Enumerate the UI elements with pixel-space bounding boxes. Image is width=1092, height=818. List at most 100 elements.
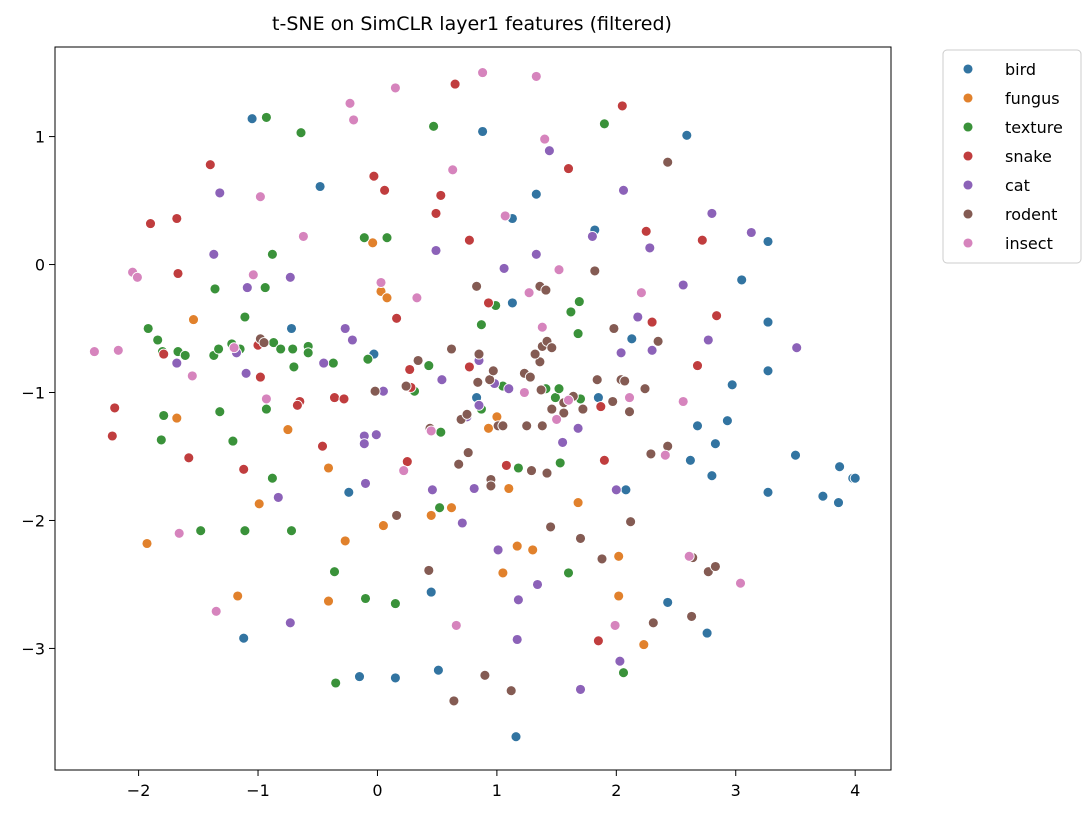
point-rodent (448, 695, 460, 707)
point-insect (677, 396, 689, 407)
point-rodent (535, 384, 547, 396)
y-tick-label: −2 (21, 511, 45, 530)
x-tick-label: −2 (127, 781, 151, 800)
point-snake (379, 184, 391, 196)
point-cat (284, 617, 296, 629)
point-bird (736, 274, 748, 286)
point-rodent (546, 342, 558, 354)
point-cat (171, 357, 183, 369)
point-snake (430, 207, 442, 219)
point-insect (563, 394, 574, 406)
point-fungus (497, 567, 509, 579)
point-rodent (497, 420, 509, 432)
point-snake (404, 364, 416, 375)
point-snake (158, 348, 170, 360)
point-snake (592, 635, 604, 647)
point-fungus (367, 237, 379, 249)
point-cat (618, 184, 629, 196)
point-texture (362, 353, 374, 365)
point-texture (381, 232, 393, 244)
point-bird (425, 586, 437, 598)
point-bird (286, 323, 297, 334)
point-bird (692, 420, 703, 432)
point-insect (247, 269, 259, 281)
point-insect (553, 264, 565, 276)
point-cat (346, 334, 358, 346)
point-cat (358, 438, 370, 450)
point-rodent (589, 265, 601, 277)
point-texture (266, 248, 278, 260)
point-texture (598, 118, 610, 130)
point-rodent (575, 532, 586, 544)
point-cat (511, 634, 523, 645)
point-fungus (491, 411, 503, 423)
point-cat (557, 436, 569, 448)
point-rodent (526, 465, 537, 477)
point-cat (430, 245, 442, 256)
point-fungus (141, 538, 153, 549)
point-insect (539, 133, 551, 145)
legend-label-insect: insect (1005, 234, 1053, 253)
point-texture (389, 598, 401, 610)
point-rodent (577, 403, 589, 415)
point-texture (179, 349, 191, 361)
point-snake (317, 440, 328, 452)
point-rodent (652, 335, 664, 347)
point-fungus (425, 509, 437, 521)
point-insect (523, 287, 535, 299)
point-snake (711, 310, 723, 322)
point-snake (483, 297, 494, 309)
point-bird (833, 497, 844, 509)
point-snake (598, 454, 610, 466)
point-snake (172, 268, 184, 279)
point-insect (88, 346, 100, 358)
point-texture (152, 334, 164, 346)
point-fungus (323, 595, 334, 607)
point-rodent (619, 375, 631, 387)
point-bird (817, 490, 829, 502)
point-cat (208, 248, 220, 260)
point-bird (681, 129, 693, 141)
point-bird (790, 449, 801, 461)
point-bird (662, 596, 674, 608)
point-cat (614, 655, 626, 667)
chart-title: t-SNE on SimCLR layer1 features (filtere… (272, 13, 672, 35)
point-bird (849, 472, 861, 484)
point-cat (702, 334, 714, 346)
point-texture (360, 593, 371, 604)
point-fungus (483, 422, 494, 434)
point-fungus (572, 497, 584, 509)
point-insect (477, 67, 489, 79)
point-bird (343, 486, 355, 498)
point-cat (745, 227, 757, 238)
point-snake (171, 213, 183, 224)
point-insect (173, 527, 185, 539)
point-snake (329, 392, 340, 404)
point-rodent (505, 685, 517, 697)
point-cat (543, 145, 555, 157)
legend-label-snake: snake (1005, 147, 1052, 166)
point-rodent (391, 509, 403, 521)
point-rodent (472, 376, 484, 388)
point-rodent (461, 408, 473, 420)
point-cat (436, 374, 448, 386)
point-insect (425, 425, 437, 437)
point-cat (360, 477, 371, 489)
point-insect (389, 82, 401, 94)
point-insect (530, 70, 542, 82)
point-texture (239, 311, 251, 323)
point-insect (450, 619, 462, 631)
point-texture (158, 410, 170, 421)
y-tick-label: 1 (35, 128, 45, 147)
point-cat (575, 683, 586, 695)
point-texture (275, 343, 287, 355)
point-texture (239, 525, 251, 537)
point-cat (318, 357, 330, 369)
point-rodent (258, 337, 270, 349)
point-rodent (709, 561, 721, 572)
legend-label-bird: bird (1005, 60, 1036, 79)
point-snake (204, 159, 216, 171)
point-texture (565, 306, 577, 318)
point-insect (499, 210, 511, 222)
point-bird (314, 181, 326, 192)
